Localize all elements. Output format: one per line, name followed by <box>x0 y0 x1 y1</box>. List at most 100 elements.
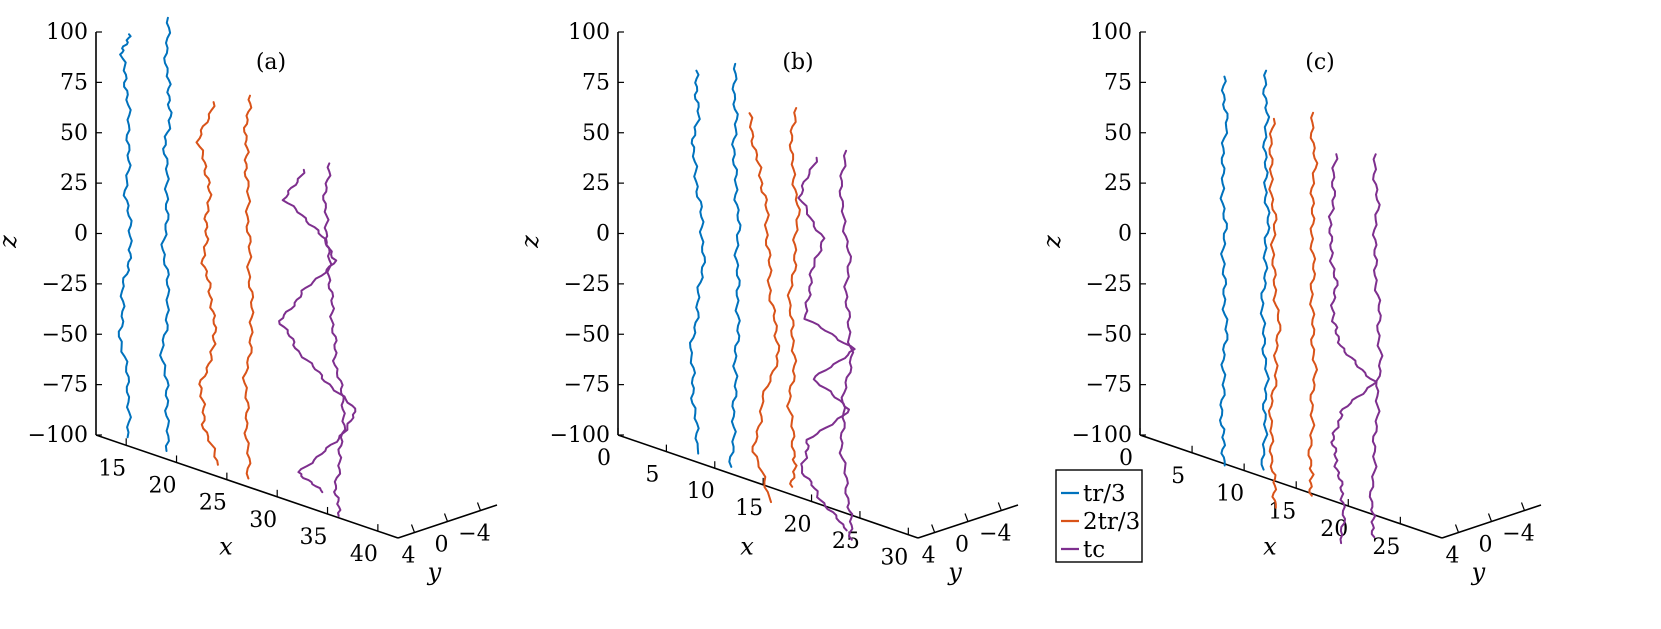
z-tick-label: 75 <box>1104 70 1132 95</box>
x-tick-label: 20 <box>149 473 177 498</box>
y-tick <box>443 513 449 522</box>
z-axis-title: z <box>1038 235 1066 249</box>
series-line-purple <box>322 162 347 517</box>
series-line-blue <box>159 16 173 452</box>
series-line-purple <box>1327 153 1378 545</box>
x-tick-label: 25 <box>832 529 860 554</box>
x-tick-label: 15 <box>98 456 126 481</box>
y-tick <box>997 502 1002 511</box>
y-tick <box>964 513 969 522</box>
z-tick-label: 75 <box>60 70 88 95</box>
x-tick-label: 40 <box>350 542 378 567</box>
x-axis-line <box>95 434 399 539</box>
x-tick-label: 20 <box>784 512 812 537</box>
series-line-purple <box>1368 153 1384 539</box>
z-tick-label: −50 <box>42 322 88 347</box>
z-tick-label: −75 <box>42 373 88 398</box>
series-line-orange <box>786 107 801 488</box>
x-axis-line <box>1139 434 1443 539</box>
x-tick-label: 30 <box>880 546 908 571</box>
z-tick-label: 75 <box>582 70 610 95</box>
series-line-purple <box>278 168 357 494</box>
x-axis-title: x <box>740 532 754 560</box>
y-axis-title: y <box>1471 558 1486 586</box>
series-line-orange <box>241 94 255 480</box>
z-tick-label: 0 <box>1118 222 1132 247</box>
series-line-purple <box>797 156 856 532</box>
x-tick-label: 5 <box>1171 464 1185 489</box>
x-axis-title: x <box>1263 532 1277 560</box>
y-tick-label: 4 <box>402 544 416 569</box>
x-axis-line <box>617 434 919 539</box>
z-tick-label: −75 <box>1086 373 1132 398</box>
legend-label: tc <box>1083 537 1105 563</box>
z-tick-label: −25 <box>1086 272 1132 297</box>
y-tick-label: 4 <box>922 544 936 569</box>
y-axis-title: y <box>947 558 962 586</box>
series-line-orange <box>748 112 781 504</box>
legend-box <box>1055 469 1143 563</box>
series-line-blue <box>117 33 133 439</box>
y-tick <box>1520 502 1526 511</box>
z-tick-label: 50 <box>582 121 610 146</box>
x-tick-label: 5 <box>645 463 659 488</box>
z-tick-label: −75 <box>564 373 610 398</box>
x-tick-label: 10 <box>1216 482 1244 507</box>
y-tick <box>931 524 936 533</box>
x-tick-label: 25 <box>1372 535 1400 560</box>
z-tick-label: −50 <box>1086 322 1132 347</box>
series-line-orange <box>1307 111 1319 497</box>
z-tick-label: 0 <box>596 222 610 247</box>
x-axis-title: x <box>219 532 233 560</box>
x-tick-label: 20 <box>1320 517 1348 542</box>
y-tick <box>1454 524 1460 533</box>
legend-label: tr/3 <box>1083 481 1126 507</box>
x-tick-label: 35 <box>300 525 328 550</box>
z-tick-label: −25 <box>42 272 88 297</box>
panel-label: (c) <box>1305 50 1335 75</box>
series-line-orange <box>1267 117 1282 509</box>
z-tick-label: 25 <box>1104 171 1132 196</box>
y-tick <box>476 502 482 511</box>
x-tick-label: 25 <box>199 491 227 516</box>
z-tick-label: −100 <box>28 423 88 448</box>
x-tick-label: 0 <box>1119 446 1133 471</box>
series-line-purple <box>838 149 855 541</box>
y-tick-label: −4 <box>979 522 1011 547</box>
z-tick-label: 100 <box>46 20 88 45</box>
panel-label: (a) <box>256 50 286 75</box>
z-tick-label: 0 <box>74 222 88 247</box>
x-tick-label: 15 <box>735 496 763 521</box>
y-tick-label: 0 <box>955 533 969 558</box>
z-tick-label: −50 <box>564 322 610 347</box>
z-axis-title: z <box>0 235 22 249</box>
series-line-blue <box>728 62 742 468</box>
z-tick-label: 50 <box>60 121 88 146</box>
z-tick-label: 25 <box>60 171 88 196</box>
y-axis-title: y <box>427 558 442 586</box>
z-tick-label: 100 <box>568 20 610 45</box>
z-tick-label: −100 <box>550 423 610 448</box>
z-tick-label: 100 <box>1090 20 1132 45</box>
y-tick-label: 0 <box>1479 533 1493 558</box>
z-axis-title: z <box>516 235 544 249</box>
x-tick-label: 0 <box>597 446 611 471</box>
z-tick-label: −100 <box>1072 423 1132 448</box>
panel-0: 1007550250−25−50−75−10015202530354040−4z… <box>0 16 498 586</box>
z-tick-label: −25 <box>564 272 610 297</box>
legend-label: 2tr/3 <box>1083 509 1140 535</box>
y-tick-label: −4 <box>458 522 490 547</box>
series-line-blue <box>689 69 706 455</box>
y-tick-label: 0 <box>435 533 449 558</box>
series-line-blue <box>1219 75 1229 467</box>
x-tick-label: 10 <box>687 479 715 504</box>
series-line-blue <box>1259 69 1271 471</box>
x-tick-label: 15 <box>1268 499 1296 524</box>
y-tick-label: 4 <box>1446 544 1460 569</box>
x-tick-label: 30 <box>249 508 277 533</box>
y-tick <box>410 524 416 533</box>
